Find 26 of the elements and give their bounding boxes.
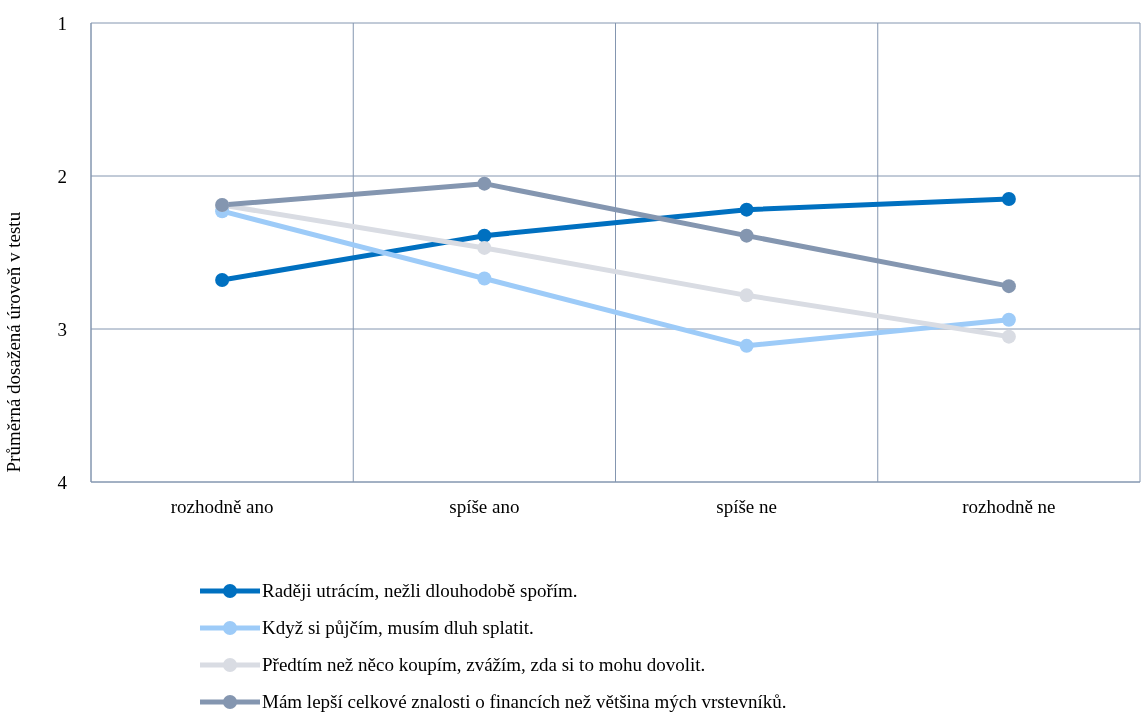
x-tick-label: rozhodně ne <box>962 496 1056 518</box>
point <box>477 271 492 286</box>
point <box>739 202 754 217</box>
point <box>477 176 492 191</box>
point <box>477 240 492 255</box>
point <box>1001 312 1016 327</box>
legend-label: Raději utrácím, nežli dlouhodobě spořím. <box>262 579 578 602</box>
x-tick-label: rozhodně ano <box>170 496 274 518</box>
y-axis-title: Průměrná dosažená úroveň v testu <box>2 211 24 473</box>
point <box>1001 279 1016 294</box>
legend-label: Když si půjčím, musím dluh splatit. <box>262 616 534 639</box>
point <box>739 228 754 243</box>
point <box>739 338 754 353</box>
point <box>477 228 492 243</box>
x-tick-label: spíše ne <box>716 496 777 518</box>
y-tick-label: 4 <box>57 471 68 493</box>
point <box>1001 191 1016 206</box>
x-tick-label: spíše ano <box>449 496 520 518</box>
y-tick-label: 2 <box>57 165 67 187</box>
legend-label: Předtím než něco koupím, zvážím, zda si to mohu dovolit. <box>262 653 706 676</box>
legend-label: Mám lepší celkové znalosti o financích než většina mých vrstevníků. <box>262 690 787 713</box>
point <box>739 288 754 303</box>
y-tick-label: 3 <box>57 318 67 340</box>
point <box>1001 329 1016 344</box>
y-tick-label: 1 <box>57 12 67 34</box>
point <box>215 273 230 288</box>
